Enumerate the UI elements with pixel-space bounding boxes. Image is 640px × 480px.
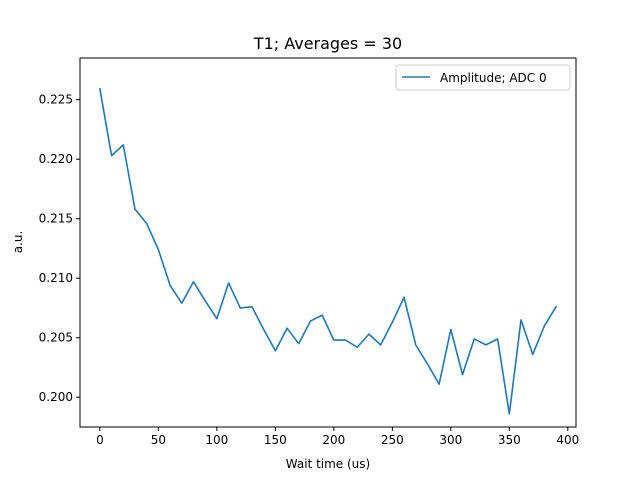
plot-area	[98, 88, 558, 415]
x-axis-label: Wait time (us)	[286, 457, 370, 471]
x-tick-label: 100	[205, 433, 228, 447]
x-tick-label: 350	[498, 433, 521, 447]
x-tick-label: 200	[322, 433, 345, 447]
x-tick-label: 0	[96, 433, 104, 447]
y-tick-label: 0.215	[39, 212, 73, 226]
axes-frame	[79, 57, 577, 428]
x-tick-label: 50	[151, 433, 166, 447]
x-tick-label: 400	[556, 433, 579, 447]
y-tick-label: 0.225	[39, 93, 73, 107]
x-tick-label: 150	[264, 433, 287, 447]
y-tick-label: 0.205	[39, 331, 73, 345]
x-tick-label: 300	[439, 433, 462, 447]
chart-title: T1; Averages = 30	[253, 34, 402, 53]
legend-label: Amplitude; ADC 0	[440, 71, 547, 85]
y-tick-label: 0.220	[39, 152, 73, 166]
x-tick-label: 250	[381, 433, 404, 447]
y-axis: 0.200 0.205 0.210 0.215 0.220 0.225	[39, 93, 80, 404]
y-axis-label: a.u.	[11, 231, 25, 254]
y-tick-label: 0.210	[39, 271, 73, 285]
x-axis: 0 50 100 150 200 250 300 350 400	[96, 427, 579, 447]
legend: Amplitude; ADC 0	[395, 64, 571, 91]
y-tick-label: 0.200	[39, 390, 73, 404]
legend-box	[395, 64, 571, 91]
series-line-0	[98, 88, 558, 415]
